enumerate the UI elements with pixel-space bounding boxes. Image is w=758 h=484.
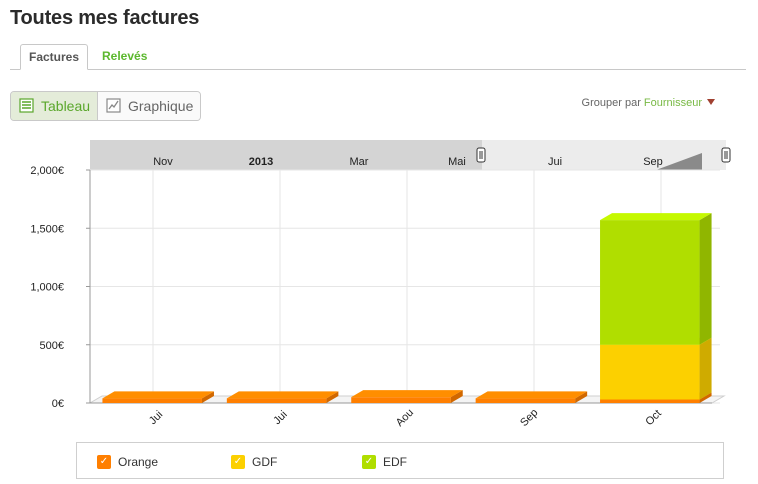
x-tick-label: Aou [394,407,416,429]
timeline-left-handle[interactable] [476,147,486,163]
group-by-control: Grouper par Fournisseur [582,97,715,109]
group-by-label: Grouper par [581,97,641,109]
timeline-range-past [90,140,482,170]
bar-segment-orange[interactable] [102,391,214,403]
bar-segment-orange[interactable] [351,390,463,403]
legend-item-gdf[interactable]: ✓ GDF [231,454,277,470]
x-axis: Jui Jui Aou Sep Oct [147,407,664,429]
page-title: Toutes mes factures [10,7,200,29]
legend-label: Orange [118,455,159,469]
y-axis: 0€ 500€ 1,000€ 1,500€ 2,000€ [30,165,90,410]
timeline-right-handle[interactable] [721,147,731,163]
bar-segment-orange[interactable] [226,391,339,403]
timeline-navigator: Nov 2013 Mar Mai Jui Sep [90,140,731,170]
y-tick-label: 500€ [40,340,64,352]
checkbox-icon[interactable]: ✓ [97,455,111,469]
timeline-label: Nov [153,156,173,168]
tab-bar: Factures Relevés [10,44,746,70]
timeline-label: 2013 [249,156,273,168]
bar-segment-orange[interactable] [475,391,588,403]
timeline-scroll-shape [656,153,702,170]
chart-legend: ✓ Orange ✓ GDF ✓ EDF [76,442,724,479]
table-view-label: Tableau [41,98,91,114]
view-toggle: Tableau Graphique [10,91,201,121]
tab-releves[interactable]: Relevés [102,49,148,63]
bar-segment-gdf[interactable] [600,337,712,400]
line-chart-icon [106,98,121,113]
y-tick-label: 2,000€ [30,165,64,177]
chart-view-button[interactable]: Graphique [98,92,200,120]
legend-label: GDF [252,455,278,469]
dropdown-caret-icon[interactable] [707,99,715,105]
x-tick-label: Jui [271,409,289,427]
group-by-select[interactable]: Fournisseur [643,97,702,109]
bar-segment-edf[interactable] [600,213,712,345]
checkbox-icon[interactable]: ✓ [231,455,245,469]
legend-item-edf[interactable]: ✓ EDF [362,454,407,470]
tab-factures[interactable]: Factures [20,44,89,70]
timeline-label: Jui [548,156,562,168]
timeline-label: Mai [448,156,466,168]
table-view-button[interactable]: Tableau [11,92,98,120]
legend-label: EDF [383,455,407,469]
chart-bars [102,213,712,403]
timeline-label: Mar [350,156,369,168]
y-tick-label: 0€ [52,398,64,410]
timeline-label: Sep [643,156,663,168]
x-tick-label: Oct [643,408,664,429]
table-icon [19,98,34,113]
x-tick-label: Jui [147,409,165,427]
legend-item-orange[interactable]: ✓ Orange [97,454,158,470]
checkbox-icon[interactable]: ✓ [362,455,376,469]
y-tick-label: 1,500€ [30,223,64,235]
y-tick-label: 1,000€ [30,282,64,294]
chart-view-label: Graphique [128,98,194,114]
bar-chart: Nov 2013 Mar Mai Jui Sep 0€ 500€ 1,000€ 1,500€ 2,… [30,140,731,429]
x-tick-label: Sep [518,407,540,429]
